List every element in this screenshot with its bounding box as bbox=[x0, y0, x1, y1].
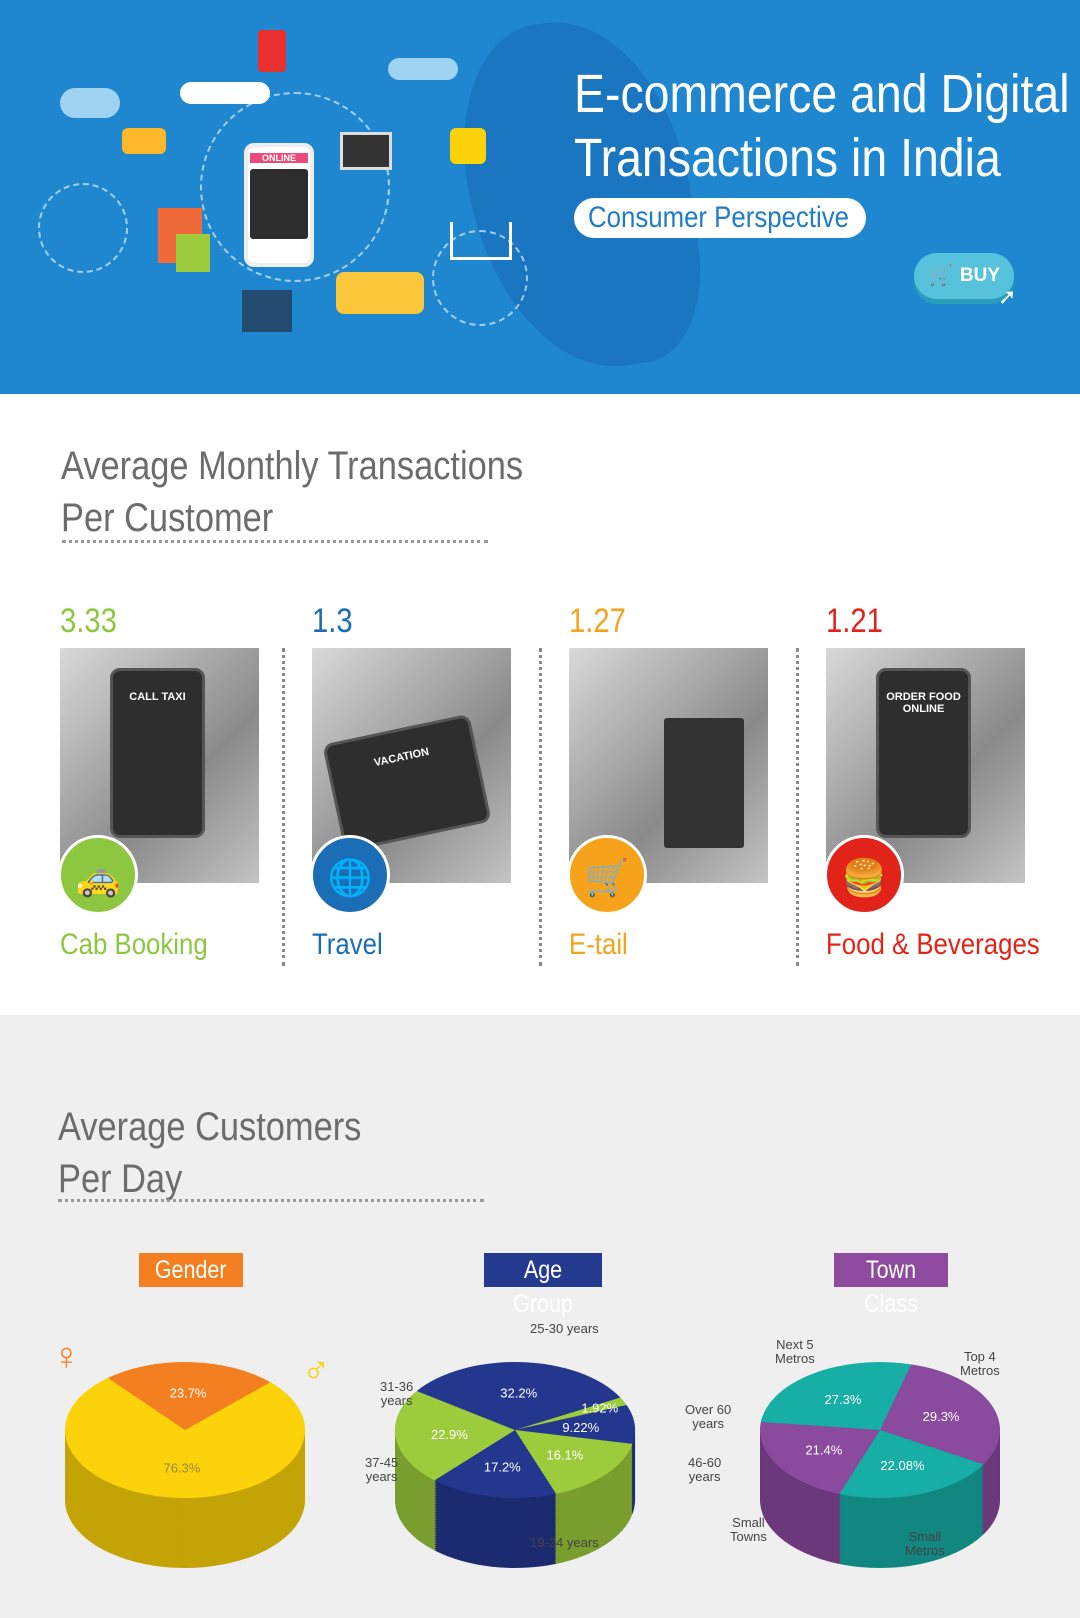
transaction-value: 1.3 bbox=[312, 602, 353, 640]
slice-category-label: 31-36 years bbox=[380, 1379, 414, 1408]
shopping-bag-illustration bbox=[176, 234, 210, 272]
slice-value-label: 17.2% bbox=[484, 1460, 521, 1475]
subtitle-pill: Consumer Perspective bbox=[574, 198, 866, 238]
shopping-trolley-illustration bbox=[450, 222, 512, 260]
cloud-icon bbox=[60, 88, 120, 118]
popcorn-illustration bbox=[258, 30, 286, 72]
female-icon: ♀ bbox=[52, 1336, 81, 1378]
category-label: Travel bbox=[312, 928, 383, 961]
cursor-icon: ➚ bbox=[998, 284, 1017, 309]
bag-photo-detail bbox=[664, 718, 744, 848]
slice-value-label: 22.08% bbox=[880, 1458, 925, 1473]
pie-chart-age-group: 32.2% 1.92% 9.22% 16.1% 17.2% 22.9% bbox=[395, 1362, 635, 1568]
slice-value-label: 9.22% bbox=[562, 1420, 599, 1435]
pie-chart-gender: 23.7% 76.3% bbox=[64, 1362, 306, 1568]
slice-value-label: 29.3% bbox=[923, 1409, 960, 1424]
slice-category-label: Small Towns bbox=[730, 1515, 767, 1544]
cart-icon: 🛒 bbox=[928, 265, 953, 287]
slice-category-label: 37-45 years bbox=[365, 1455, 399, 1484]
pie-chart-town-class: 29.3% 22.08% 21.4% 27.3% bbox=[760, 1362, 1000, 1568]
dashed-ring bbox=[200, 92, 390, 282]
slice-value-label: 76.3% bbox=[163, 1460, 200, 1475]
pie-slice bbox=[880, 1364, 1000, 1465]
chart-title: Age Group bbox=[484, 1253, 602, 1318]
device-screen: VACATION bbox=[322, 713, 492, 853]
hand-illustration bbox=[242, 290, 292, 332]
transaction-value: 1.27 bbox=[569, 602, 626, 640]
dashed-ring bbox=[38, 183, 128, 273]
divider-dotted bbox=[58, 1199, 484, 1202]
slice-category-label: 46-60 years bbox=[688, 1455, 722, 1484]
slice-value-label: 1.92% bbox=[581, 1401, 618, 1416]
category-label: Food & Beverages bbox=[826, 928, 1040, 961]
pie-slice bbox=[107, 1362, 271, 1430]
pie-slice bbox=[395, 1390, 515, 1481]
chart-title: Gender bbox=[139, 1253, 243, 1287]
page-title: E-commerce and Digital Transactions in In… bbox=[574, 64, 1070, 188]
dashed-ring bbox=[432, 230, 528, 326]
phone-online-label: ONLINE bbox=[250, 153, 308, 163]
pie-slice bbox=[515, 1397, 627, 1430]
burger-icon: 🍔 bbox=[824, 835, 904, 915]
male-icon: ♂ bbox=[302, 1350, 331, 1392]
slice-value-label: 16.1% bbox=[546, 1447, 583, 1462]
globe-plane-icon: 🌐 bbox=[310, 835, 390, 915]
pie-slice bbox=[839, 1430, 984, 1498]
pie-slice bbox=[760, 1362, 912, 1430]
slice-value-label: 23.7% bbox=[170, 1386, 207, 1401]
tshirt-illustration bbox=[450, 128, 486, 164]
slice-value-label: 27.3% bbox=[825, 1392, 862, 1407]
transaction-value: 1.21 bbox=[826, 602, 883, 640]
device-screen: ORDER FOOD ONLINE bbox=[876, 668, 971, 838]
chart-title: Town Class bbox=[834, 1253, 948, 1318]
slice-value-label: 22.9% bbox=[431, 1427, 468, 1442]
slice-value-label: 32.2% bbox=[500, 1386, 537, 1401]
slice-category-label: Over 60 years bbox=[685, 1402, 732, 1431]
taxi-illustration bbox=[122, 128, 166, 154]
sofa-illustration bbox=[336, 272, 424, 314]
laptop-illustration bbox=[340, 132, 392, 170]
taxi-icon: 🚕 bbox=[58, 835, 138, 915]
slice-category-label: 19-24 years bbox=[530, 1535, 599, 1550]
transaction-value: 3.33 bbox=[60, 602, 117, 640]
pie-slice bbox=[515, 1404, 635, 1444]
device-screen: CALL TAXI bbox=[110, 668, 205, 838]
slice-category-label: Top 4 Metros bbox=[960, 1349, 1000, 1378]
hero-banner: ONLINE E-commerce and Digital Transaction… bbox=[0, 0, 1080, 394]
slice-category-label: Next 5 Metros bbox=[775, 1337, 815, 1366]
slice-category-label: 25-30 years bbox=[530, 1321, 599, 1336]
shopping-cart-screen-icon: 🛒 bbox=[567, 835, 647, 915]
slice-category-label: Small Metros bbox=[905, 1529, 945, 1558]
column-divider bbox=[282, 648, 285, 966]
phone-illustration: ONLINE bbox=[244, 143, 314, 267]
slice-value-label: 21.4% bbox=[805, 1443, 842, 1458]
category-label: Cab Booking bbox=[60, 928, 208, 961]
pie-slice bbox=[416, 1362, 621, 1430]
column-divider bbox=[796, 648, 799, 966]
transactions-section-title: Average Monthly Transactions Per Customer bbox=[61, 444, 524, 540]
cloud-icon bbox=[180, 82, 270, 104]
column-divider bbox=[539, 648, 542, 966]
pie-slice bbox=[65, 1377, 305, 1498]
category-label: E-tail bbox=[569, 928, 628, 961]
buy-button[interactable]: 🛒 BUY bbox=[914, 253, 1014, 299]
pie-slice bbox=[515, 1430, 633, 1494]
cloud-icon bbox=[388, 58, 458, 80]
divider-dotted bbox=[62, 540, 488, 543]
pie-slice bbox=[760, 1421, 880, 1494]
pie-slice bbox=[434, 1430, 557, 1498]
customers-section-title: Average Customers Per Day bbox=[58, 1105, 362, 1201]
